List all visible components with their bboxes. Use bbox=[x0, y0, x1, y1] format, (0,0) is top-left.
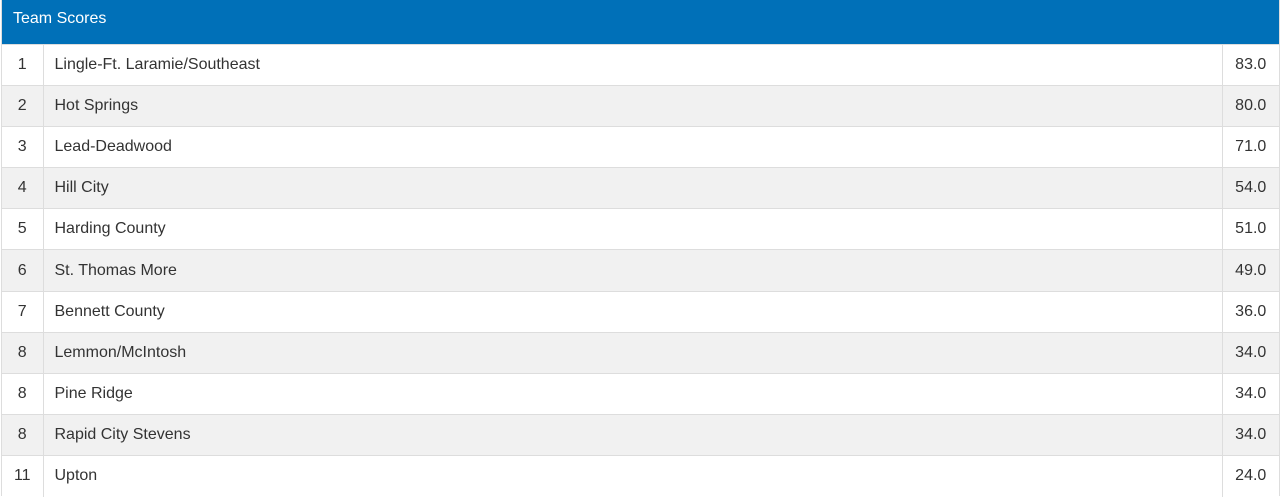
team-name-cell: Pine Ridge bbox=[43, 372, 1222, 415]
score-cell: 34.0 bbox=[1221, 331, 1279, 374]
rank-cell: 2 bbox=[2, 85, 44, 127]
score-cell: 36.0 bbox=[1221, 290, 1279, 333]
score-cell: 34.0 bbox=[1221, 372, 1279, 415]
table-row: 8 Pine Ridge 34.0 bbox=[2, 372, 1279, 415]
team-name-cell: Hot Springs bbox=[43, 85, 1222, 127]
score-cell: 24.0 bbox=[1221, 454, 1279, 497]
team-name-cell: Harding County bbox=[43, 208, 1222, 250]
panel-title: Team Scores bbox=[2, 0, 1279, 44]
rank-cell: 7 bbox=[2, 290, 44, 333]
score-cell: 71.0 bbox=[1221, 126, 1279, 168]
table-row: 4 Hill City 54.0 bbox=[2, 167, 1279, 209]
team-name-cell: Lemmon/McIntosh bbox=[43, 331, 1222, 374]
scores-table: 1 Lingle-Ft. Laramie/Southeast 83.0 2 Hot Sp… bbox=[2, 43, 1279, 497]
rank-cell: 8 bbox=[2, 372, 44, 415]
table-row: 11 Upton 24.0 bbox=[2, 454, 1279, 497]
score-cell: 54.0 bbox=[1221, 167, 1279, 209]
rank-cell: 8 bbox=[2, 331, 44, 374]
rank-cell: 4 bbox=[2, 167, 44, 209]
score-cell: 83.0 bbox=[1221, 43, 1279, 86]
team-name-cell: Lingle-Ft. Laramie/Southeast bbox=[43, 43, 1222, 86]
score-cell: 80.0 bbox=[1221, 85, 1279, 127]
table-row: 8 Lemmon/McIntosh 34.0 bbox=[2, 331, 1279, 374]
table-row: 6 St. Thomas More 49.0 bbox=[2, 249, 1279, 292]
team-name-cell: St. Thomas More bbox=[43, 249, 1222, 292]
team-name-cell: Hill City bbox=[43, 167, 1222, 209]
rank-cell: 8 bbox=[2, 413, 44, 456]
rank-cell: 1 bbox=[2, 43, 44, 86]
team-name-cell: Lead-Deadwood bbox=[43, 126, 1222, 168]
table-row: 8 Rapid City Stevens 34.0 bbox=[2, 413, 1279, 456]
rank-cell: 5 bbox=[2, 208, 44, 250]
score-cell: 51.0 bbox=[1221, 208, 1279, 250]
table-row: 5 Harding County 51.0 bbox=[2, 208, 1279, 250]
team-name-cell: Rapid City Stevens bbox=[43, 413, 1222, 456]
table-row: 3 Lead-Deadwood 71.0 bbox=[2, 126, 1279, 168]
score-cell: 34.0 bbox=[1221, 413, 1279, 456]
team-name-cell: Upton bbox=[43, 454, 1222, 497]
rank-cell: 11 bbox=[2, 454, 44, 497]
table-row: 2 Hot Springs 80.0 bbox=[2, 85, 1279, 127]
rank-cell: 6 bbox=[2, 249, 44, 292]
table-row: 1 Lingle-Ft. Laramie/Southeast 83.0 bbox=[2, 43, 1279, 86]
team-name-cell: Bennett County bbox=[43, 290, 1222, 333]
table-row: 7 Bennett County 36.0 bbox=[2, 290, 1279, 333]
rank-cell: 3 bbox=[2, 126, 44, 168]
score-cell: 49.0 bbox=[1221, 249, 1279, 292]
